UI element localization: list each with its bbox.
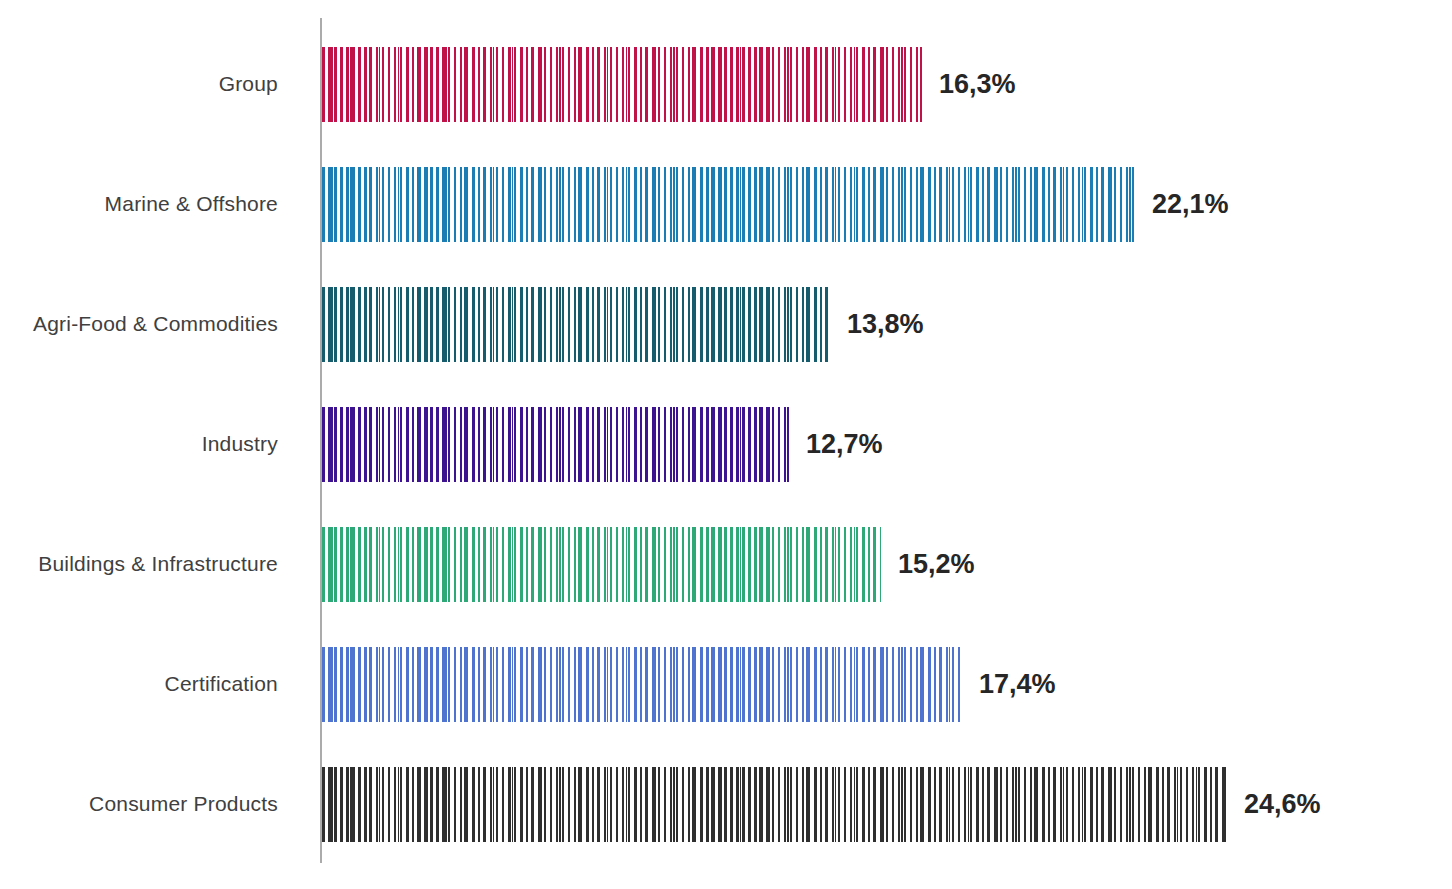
value-label: 24,6% (1244, 789, 1321, 820)
value-label: 12,7% (806, 429, 883, 460)
bar (322, 407, 789, 482)
chart-row: Group 16,3% (0, 24, 1452, 144)
value-label: 22,1% (1152, 189, 1229, 220)
bar (322, 527, 881, 602)
category-label: Industry (0, 432, 300, 456)
chart-row: Marine & Offshore 22,1% (0, 144, 1452, 264)
chart-row: Industry 12,7% (0, 384, 1452, 504)
chart-row: Buildings & Infrastructure 15,2% (0, 504, 1452, 624)
category-label: Marine & Offshore (0, 192, 300, 216)
category-label: Agri-Food & Commodities (0, 312, 300, 336)
chart-row: Agri-Food & Commodities 13,8% (0, 264, 1452, 384)
value-label: 17,4% (979, 669, 1056, 700)
bar (322, 287, 830, 362)
category-label: Consumer Products (0, 792, 300, 816)
chart-row: Consumer Products 24,6% (0, 744, 1452, 864)
category-label: Buildings & Infrastructure (0, 552, 300, 576)
y-axis-line (320, 18, 322, 863)
category-label: Certification (0, 672, 300, 696)
bar (322, 167, 1135, 242)
chart-row: Certification 17,4% (0, 624, 1452, 744)
bar (322, 47, 922, 122)
bar-chart: Group 16,3% Marine & Offshore 22,1% Agri… (0, 0, 1452, 889)
value-label: 13,8% (847, 309, 924, 340)
value-label: 15,2% (898, 549, 975, 580)
bar (322, 647, 962, 722)
value-label: 16,3% (939, 69, 1016, 100)
bar (322, 767, 1227, 842)
category-label: Group (0, 72, 300, 96)
